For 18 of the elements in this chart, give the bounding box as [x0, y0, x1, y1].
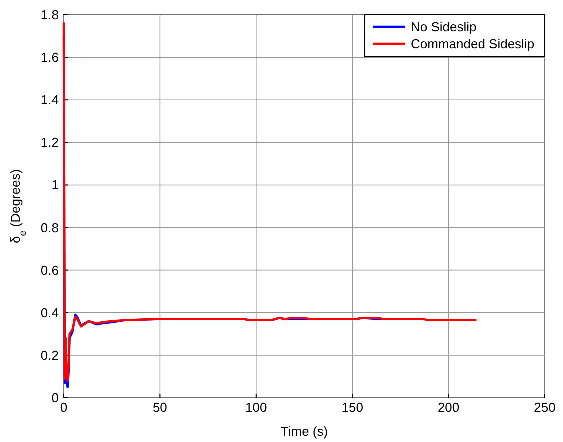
x-tick-label: 100 — [246, 400, 268, 415]
y-tick-label: 1.6 — [40, 50, 59, 66]
y-tick-label: 1 — [52, 178, 59, 193]
y-tick-label: 1.4 — [40, 92, 59, 108]
y-tick-label: 0.4 — [40, 305, 59, 320]
y-tick-label: 0 — [52, 390, 59, 406]
x-tick-label: 200 — [438, 400, 460, 415]
y-tick-label: 1.8 — [40, 8, 59, 22]
x-tick-label: 150 — [342, 400, 364, 415]
y-tick-label: 1.2 — [40, 135, 59, 150]
legend-label: Commanded Sideslip — [411, 36, 535, 52]
x-axis-title: Time (s) — [280, 424, 328, 439]
y-tick-label: 0.6 — [40, 262, 59, 278]
y-tick-label: 0.2 — [40, 348, 59, 363]
y-tick-label: 0.8 — [40, 220, 59, 236]
legend-label: No Sideslip — [411, 20, 477, 34]
x-tick-label: 250 — [534, 400, 556, 415]
x-tick-label: 50 — [152, 400, 168, 415]
